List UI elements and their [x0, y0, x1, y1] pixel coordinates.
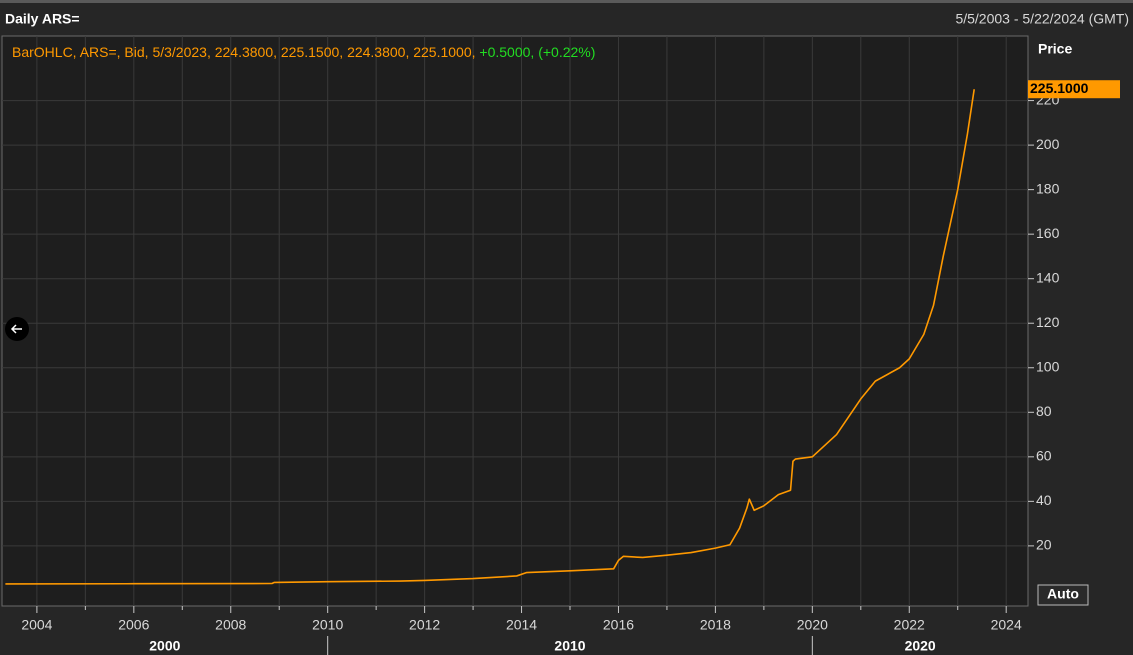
x-tick-label: 2018 — [700, 617, 731, 633]
x-tick-label: 2020 — [797, 617, 828, 633]
y-axis-label: Price — [1038, 41, 1072, 57]
y-tick-label: 60 — [1036, 448, 1052, 464]
x-tick-label: 2024 — [991, 617, 1022, 633]
x-tick-label: 2012 — [409, 617, 440, 633]
last-price-label: 225.1000 — [1030, 80, 1089, 96]
top-border — [0, 0, 1133, 3]
plot-area — [1, 35, 1029, 607]
x-tick-label: 2014 — [506, 617, 537, 633]
back-arrow[interactable] — [10, 324, 22, 334]
legend-change: +0.5000, (+0.22%) — [479, 44, 595, 60]
y-tick-label: 200 — [1036, 136, 1060, 152]
x-tick-label: 2010 — [312, 617, 343, 633]
legend: BarOHLC, ARS=, Bid, 5/3/2023, 224.3800, … — [12, 44, 595, 60]
x-tick-label: 2022 — [894, 617, 925, 633]
x-tick-label: 2006 — [118, 617, 149, 633]
last-price-box — [1028, 80, 1120, 99]
y-tick-label: 140 — [1036, 269, 1060, 285]
y-tick-label: 40 — [1036, 492, 1052, 508]
legend-text: BarOHLC, ARS=, Bid, 5/3/2023, 224.3800, … — [12, 44, 476, 60]
decade-label: 2020 — [905, 638, 936, 654]
x-tick-label: 2016 — [603, 617, 634, 633]
grid — [2, 36, 1028, 606]
y-tick-label: 100 — [1036, 358, 1060, 374]
auto-button[interactable]: Auto — [1037, 584, 1089, 606]
decade-label: 2010 — [554, 638, 585, 654]
chart-title: Daily ARS= — [5, 11, 80, 27]
back-button[interactable] — [5, 317, 29, 341]
decade-label: 2000 — [149, 638, 180, 654]
x-tick-label: 2008 — [215, 617, 246, 633]
y-tick-label: 180 — [1036, 180, 1060, 196]
x-tick-label: 2004 — [21, 617, 52, 633]
line-series — [5, 89, 975, 585]
auto-button-label[interactable]: Auto — [1047, 586, 1079, 602]
auto-button-box[interactable] — [1037, 584, 1089, 606]
y-tick-label: 120 — [1036, 314, 1060, 330]
y-tick-label: 80 — [1036, 403, 1052, 419]
y-tick-label: 160 — [1036, 225, 1060, 241]
date-range: 5/5/2003 - 5/22/2024 (GMT) — [955, 11, 1129, 27]
y-tick-label: 20 — [1036, 537, 1052, 553]
